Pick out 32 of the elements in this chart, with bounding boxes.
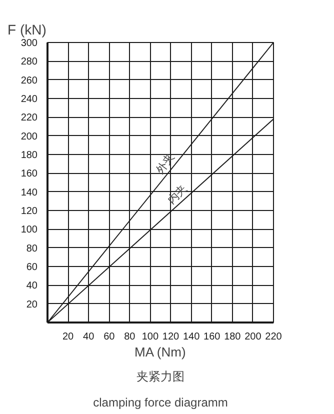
x-tick-label: 60 [104, 332, 116, 342]
y-tick-label: 40 [26, 280, 38, 292]
x-tick-label: 80 [124, 332, 136, 342]
y-axis-title: F (kN) [8, 22, 46, 38]
text: 外夹 [153, 150, 177, 176]
y-tick-label: 240 [20, 94, 38, 105]
text: clamping force diagramm [93, 396, 228, 410]
x-tick-label: 200 [244, 332, 262, 342]
y-tick-label: 80 [26, 243, 38, 254]
x-axis-title: MA (Nm) [134, 344, 186, 360]
y-tick-label: 120 [20, 206, 38, 217]
x-tick-label: 40 [83, 332, 95, 342]
x-tick-label: 220 [265, 332, 282, 342]
x-tick-label: 120 [162, 332, 180, 342]
y-tick-label: 20 [26, 299, 38, 310]
y-tick-label: 100 [20, 224, 38, 236]
text: 夹紧力图 [136, 370, 184, 384]
y-tick-label: 280 [20, 56, 38, 68]
x-tick-label: 160 [204, 332, 221, 342]
y-tick-label: 200 [20, 131, 38, 142]
y-tick-label: 260 [20, 75, 38, 86]
x-tick-label: 100 [142, 332, 160, 342]
y-tick-label: 160 [20, 168, 38, 180]
y-tick-label: 300 [20, 38, 38, 49]
text: 内夹 [164, 182, 190, 207]
y-tick-label: 220 [20, 112, 38, 124]
x-tick-label: 20 [62, 332, 74, 342]
x-tick-label: 140 [182, 332, 200, 342]
y-tick-label: 60 [26, 262, 38, 273]
y-tick-label: 180 [20, 150, 38, 161]
y-tick-label: 140 [20, 187, 38, 198]
x-tick-label: 180 [224, 332, 242, 342]
